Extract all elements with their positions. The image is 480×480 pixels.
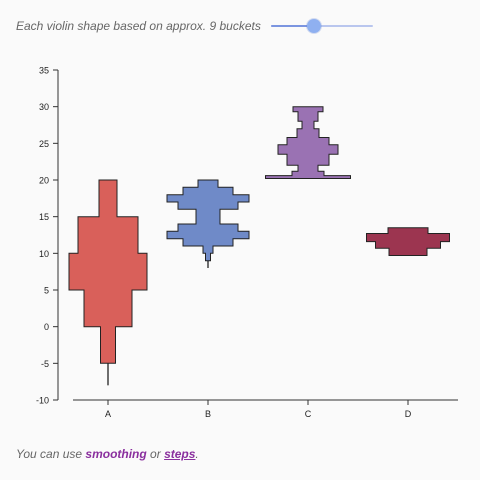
y-tick-label: -10 xyxy=(36,396,49,406)
bucket-slider[interactable] xyxy=(270,18,373,34)
y-tick-label: 30 xyxy=(39,102,49,112)
violin-d xyxy=(366,227,450,256)
bucket-slider-track[interactable] xyxy=(270,25,373,27)
x-tick-label: C xyxy=(305,409,312,419)
violin-c xyxy=(265,106,351,179)
x-tick-label: A xyxy=(105,409,111,419)
footer-text: You can use smoothing or steps. xyxy=(16,447,199,461)
x-tick-label: B xyxy=(205,409,211,419)
x-tick-label: D xyxy=(405,409,412,419)
steps-link[interactable]: steps xyxy=(164,447,196,461)
violin-b xyxy=(166,179,250,262)
footer-middle: or xyxy=(146,447,165,461)
y-tick-label: 25 xyxy=(39,139,49,149)
bucket-caption: Each violin shape based on approx. 9 buc… xyxy=(16,19,261,33)
violin-a xyxy=(68,179,148,364)
bucket-slider-thumb[interactable] xyxy=(306,19,321,33)
y-tick-label: 35 xyxy=(39,66,49,76)
footer-prefix: You can use xyxy=(16,447,86,461)
bucket-slider-fill xyxy=(270,25,314,27)
footer-suffix: . xyxy=(195,447,199,461)
y-tick-label: 10 xyxy=(39,249,49,259)
y-tick-label: 20 xyxy=(39,176,49,186)
y-tick-label: 0 xyxy=(44,322,49,332)
bucket-control: Each violin shape based on approx. 9 buc… xyxy=(16,18,373,34)
y-tick-label: 15 xyxy=(39,212,49,222)
smoothing-link[interactable]: smoothing xyxy=(85,447,147,461)
y-tick-label: -5 xyxy=(41,359,49,369)
y-tick-label: 5 xyxy=(44,286,49,296)
